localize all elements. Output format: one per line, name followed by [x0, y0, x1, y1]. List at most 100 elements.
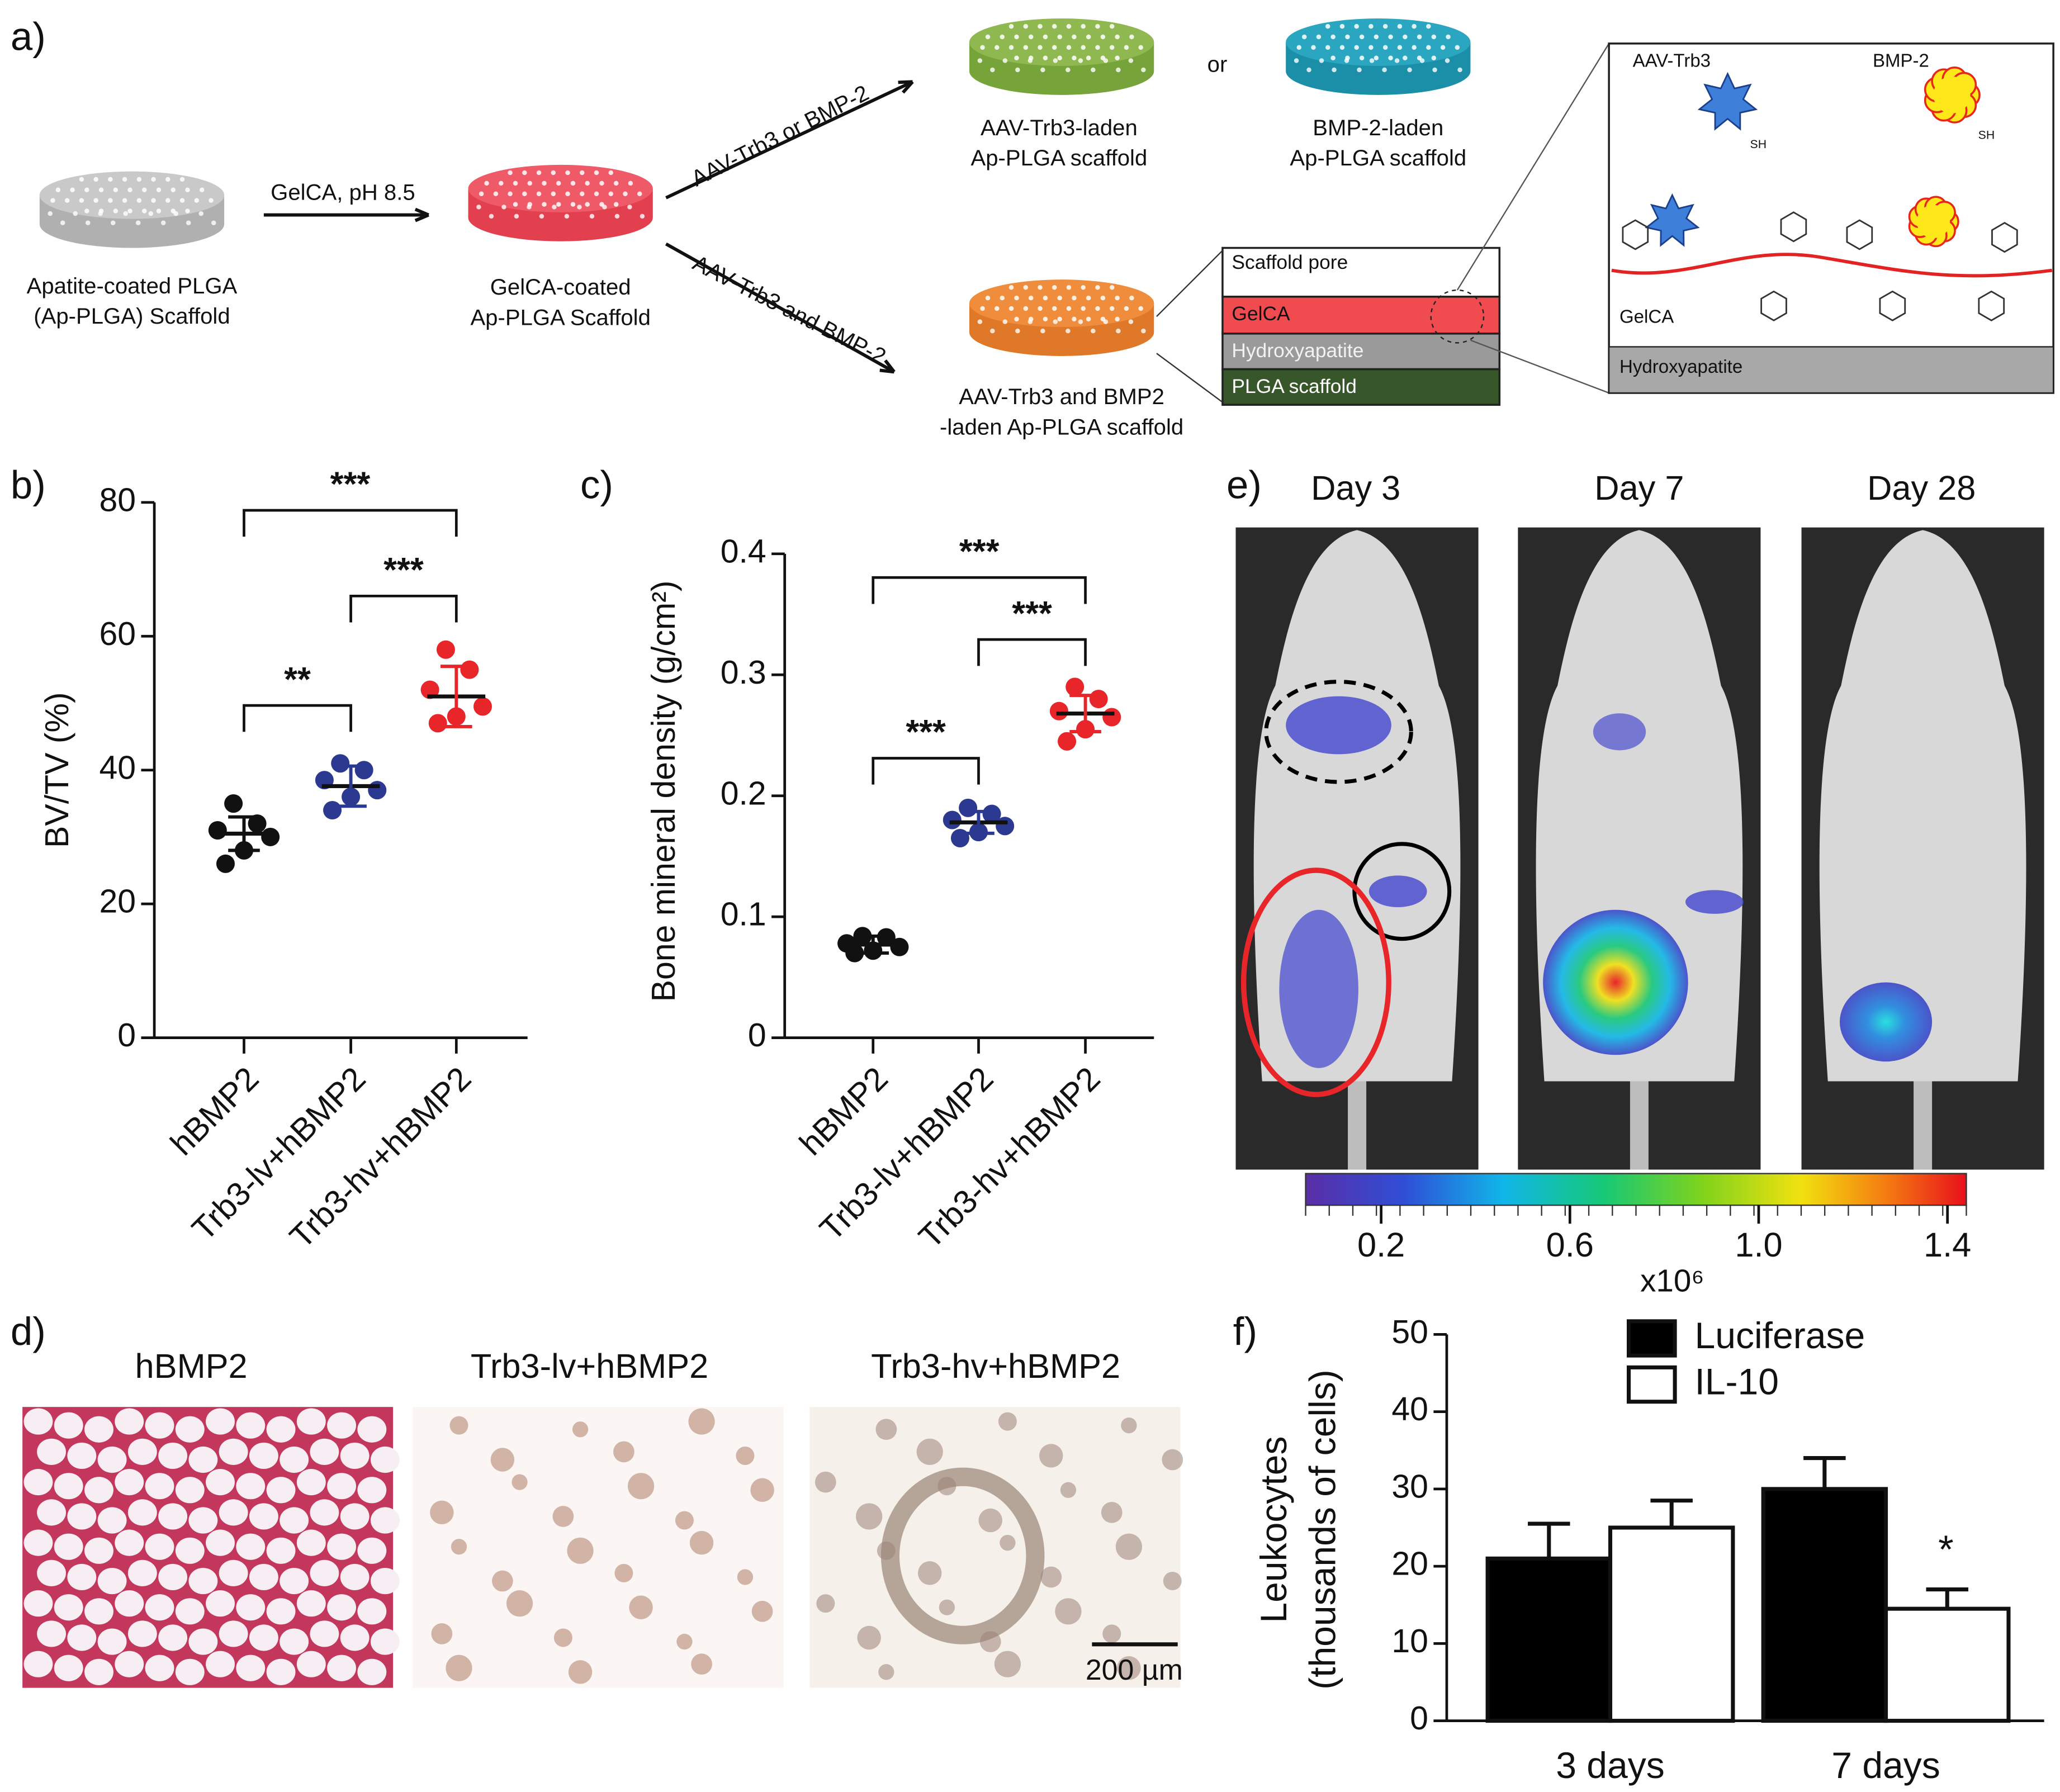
cell: [310, 1559, 339, 1586]
pore: [1023, 306, 1029, 311]
significance-label: ***: [330, 464, 371, 503]
cell: [97, 1446, 127, 1473]
cell: [249, 1503, 278, 1530]
ha-layer: [1608, 346, 2054, 394]
pore: [614, 214, 620, 219]
cell: [127, 1438, 157, 1465]
pore: [570, 202, 576, 207]
signal: [1543, 909, 1688, 1055]
layer: [1221, 246, 1501, 298]
pore: [1426, 23, 1431, 29]
pore: [1339, 23, 1345, 29]
connector: [1470, 339, 1609, 394]
cell: [37, 1620, 67, 1647]
data-point: [354, 761, 373, 780]
legend-label: IL-10: [1694, 1360, 1779, 1402]
annotation: *: [1938, 1527, 1954, 1571]
cell: [54, 1533, 83, 1560]
pore: [1455, 45, 1460, 50]
y-tick-label: 20: [99, 884, 136, 920]
zoom-label: BMP-2: [1873, 50, 1929, 71]
y-tick-label: 0: [748, 1017, 766, 1054]
arrow-head: [879, 359, 896, 374]
pore: [565, 191, 570, 197]
data-point: [1065, 677, 1085, 696]
pore: [1382, 45, 1388, 50]
pore: [1431, 55, 1437, 61]
or-label: or: [1207, 53, 1228, 77]
pore: [60, 220, 65, 225]
sd-bar: [440, 665, 472, 728]
pore: [1066, 306, 1072, 311]
bmp-protein: [1916, 205, 1950, 239]
pore: [1374, 34, 1379, 40]
tissue: [688, 1408, 715, 1435]
tissue: [814, 1471, 836, 1493]
pore: [70, 187, 75, 192]
catechol-ring: [1846, 219, 1873, 250]
cell: [236, 1473, 266, 1500]
pore: [151, 177, 156, 182]
pore: [1072, 34, 1077, 40]
tissue: [878, 1664, 894, 1680]
pore: [1027, 58, 1033, 63]
data-point: [208, 821, 227, 840]
cell: [236, 1594, 266, 1621]
pore: [1109, 285, 1115, 290]
cell: [158, 1624, 188, 1651]
arrow: [665, 242, 895, 373]
signal: [1286, 696, 1391, 755]
significance-bracket: [349, 594, 458, 623]
pore: [1014, 34, 1019, 40]
pore: [608, 191, 613, 197]
connector: [1156, 250, 1223, 317]
pore: [135, 220, 141, 225]
pore: [602, 205, 607, 210]
pore: [1008, 45, 1014, 50]
cell: [145, 1654, 174, 1681]
cell: [370, 1446, 400, 1473]
pore: [194, 198, 200, 203]
data-point: [428, 714, 447, 733]
pore: [165, 198, 171, 203]
legend-label: Luciferase: [1694, 1315, 1865, 1356]
panel-label: d): [11, 1309, 46, 1353]
pore: [1002, 58, 1008, 63]
pore: [1065, 328, 1071, 334]
pore: [564, 214, 570, 219]
signal: [1839, 982, 1933, 1062]
pore: [93, 198, 98, 203]
pore: [1330, 55, 1336, 61]
cell: [145, 1473, 174, 1500]
cell: [327, 1473, 357, 1500]
cell: [296, 1651, 326, 1677]
pore: [198, 211, 203, 216]
cell: [296, 1590, 326, 1617]
bar: [1608, 1525, 1735, 1723]
pore: [142, 208, 147, 214]
histology-image: [413, 1407, 784, 1688]
pore: [623, 191, 628, 197]
cell: [357, 1537, 387, 1564]
cell: [357, 1477, 387, 1504]
mouse-tail: [1914, 1081, 1933, 1170]
caption: Ap-PLGA Scaffold: [470, 305, 650, 330]
pore: [1095, 23, 1100, 29]
pore: [527, 181, 533, 186]
pore: [113, 208, 119, 214]
cell: [67, 1563, 97, 1591]
panel-label: b): [11, 463, 46, 507]
cell: [206, 1590, 235, 1617]
day-label: Day 28: [1867, 468, 1976, 507]
pore: [985, 295, 991, 301]
pore: [1138, 306, 1143, 311]
pore: [1417, 34, 1422, 40]
pore: [1319, 58, 1324, 63]
pore: [156, 187, 162, 192]
pore: [484, 181, 489, 186]
y-tick-label: 10: [1391, 1623, 1428, 1660]
pore: [1388, 34, 1393, 40]
cell: [327, 1654, 357, 1681]
x-tick-label: 7 days: [1831, 1744, 1940, 1786]
pore: [1038, 306, 1043, 311]
